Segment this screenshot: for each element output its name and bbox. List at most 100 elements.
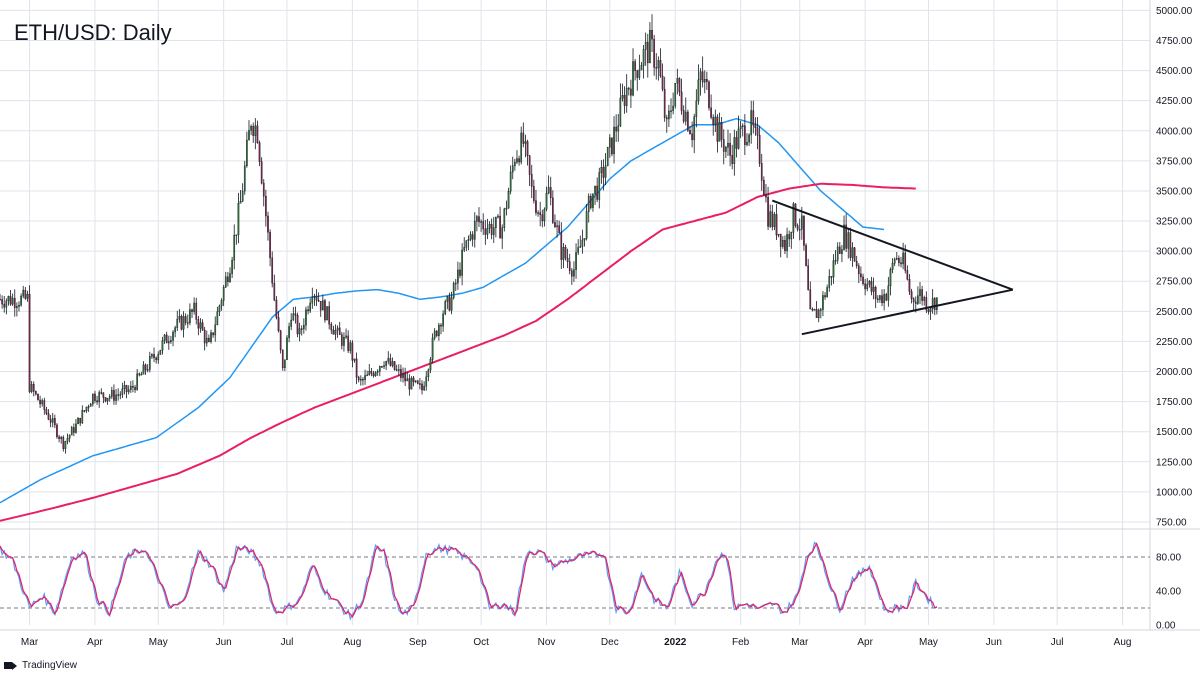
candle xyxy=(395,364,398,372)
candle xyxy=(627,86,630,96)
candle-body xyxy=(520,132,523,163)
candle xyxy=(37,393,39,401)
candle xyxy=(495,216,497,238)
footer-brand[interactable]: TradingView xyxy=(4,660,77,671)
candle xyxy=(170,335,172,344)
candle-body xyxy=(62,437,65,449)
candle-body xyxy=(459,269,461,276)
candle xyxy=(910,288,913,304)
candle xyxy=(108,393,111,402)
candle-body xyxy=(786,234,788,251)
candle-body xyxy=(640,65,643,71)
candle-body xyxy=(794,203,797,226)
candle-body xyxy=(347,335,349,351)
candle-body xyxy=(760,163,763,181)
candle xyxy=(83,410,86,413)
candle-body xyxy=(623,95,626,106)
candle xyxy=(615,114,617,142)
candle-body xyxy=(425,376,428,387)
candle-body xyxy=(841,249,843,254)
candle-body xyxy=(735,137,738,149)
candle-body xyxy=(600,167,603,173)
candle-body xyxy=(509,171,512,192)
candle xyxy=(452,281,455,300)
candle-body xyxy=(771,211,774,227)
candle-body xyxy=(79,417,82,424)
candle xyxy=(501,224,504,249)
candle-body xyxy=(277,317,280,331)
candle-body xyxy=(322,300,324,311)
candle xyxy=(381,365,383,368)
candle xyxy=(857,263,860,284)
candle-body xyxy=(714,116,717,125)
candle xyxy=(18,301,20,312)
candle xyxy=(805,243,807,267)
candle-body xyxy=(311,296,314,304)
candle xyxy=(786,227,788,258)
candle xyxy=(583,238,586,247)
candle-body xyxy=(665,117,668,120)
candle xyxy=(653,34,655,76)
candle xyxy=(184,313,187,326)
candle-body xyxy=(752,110,755,126)
candle xyxy=(444,299,447,316)
candle xyxy=(516,150,518,165)
candle xyxy=(70,425,73,436)
candle xyxy=(374,371,377,377)
candle xyxy=(678,77,681,97)
candle xyxy=(634,58,636,81)
candle xyxy=(248,120,250,141)
candle-body xyxy=(737,128,740,149)
candle-body xyxy=(73,427,75,433)
candle xyxy=(24,286,27,300)
candle xyxy=(600,160,603,184)
candle xyxy=(129,380,132,393)
candle-body xyxy=(286,337,288,360)
candle xyxy=(817,308,820,323)
candle-body xyxy=(419,383,421,385)
candle xyxy=(75,418,77,434)
candle-body xyxy=(100,392,103,394)
time-tick-label: Jun xyxy=(216,637,232,648)
candle-body xyxy=(805,245,807,266)
candle xyxy=(26,290,29,302)
candle-body xyxy=(258,142,261,162)
candle xyxy=(864,278,866,296)
candle xyxy=(879,294,881,303)
candle xyxy=(735,130,738,158)
candle xyxy=(387,351,390,365)
moving-averages xyxy=(0,117,916,522)
candle-body xyxy=(142,364,145,375)
candle-body xyxy=(235,234,238,236)
candle xyxy=(815,301,818,319)
candle-body xyxy=(524,141,527,144)
candle xyxy=(250,124,252,136)
candle-body xyxy=(132,386,134,388)
candle xyxy=(693,113,696,154)
candle-body xyxy=(807,265,809,290)
candle xyxy=(265,189,267,227)
candle xyxy=(547,175,550,195)
candle-body xyxy=(528,155,531,175)
candle xyxy=(102,392,105,404)
candle xyxy=(834,250,837,265)
candle-body xyxy=(579,246,582,248)
candle-body xyxy=(28,293,31,392)
candle xyxy=(790,231,793,249)
candle-body xyxy=(883,294,885,304)
candle-body xyxy=(250,126,252,131)
candle xyxy=(446,295,449,310)
candle-body xyxy=(748,134,750,143)
candle xyxy=(579,235,582,248)
candle xyxy=(51,412,54,428)
candle xyxy=(463,237,466,253)
candle-body xyxy=(241,190,244,202)
candle-body xyxy=(281,349,284,369)
candle-body xyxy=(845,224,847,249)
candle xyxy=(518,155,520,166)
price-tick-label: 4250.00 xyxy=(1156,96,1193,107)
candle xyxy=(663,76,666,122)
candle-body xyxy=(756,127,759,136)
candle xyxy=(148,351,151,373)
